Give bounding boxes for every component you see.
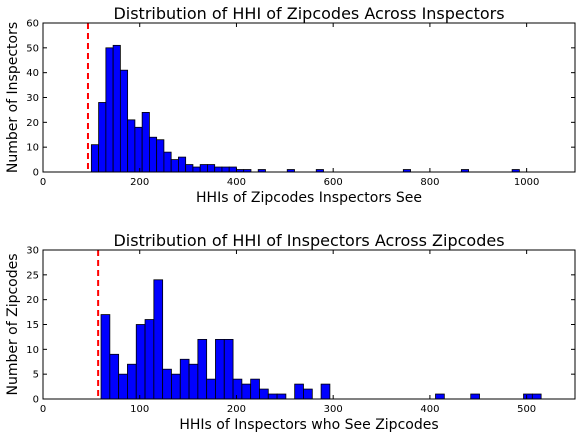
- y-tick-label: 50: [26, 43, 39, 54]
- y-tick-label: 30: [26, 93, 39, 104]
- y-tick-label: 20: [26, 118, 39, 129]
- histogram-bar: [223, 338, 234, 400]
- histogram-bar: [162, 368, 172, 400]
- y-tick-label: 15: [26, 320, 39, 331]
- y-tick-label: 0: [33, 168, 39, 179]
- x-tick-label: 600: [324, 177, 343, 188]
- histogram-bar: [320, 383, 331, 400]
- histogram-bar: [171, 373, 181, 400]
- y-tick-label: 10: [26, 345, 39, 356]
- x-tick-label: 0: [40, 177, 46, 188]
- chart-title: Distribution of HHI of Zipcodes Across I…: [113, 4, 504, 23]
- x-axis-label: HHIs of Zipcodes Inspectors See: [196, 190, 422, 206]
- histogram-bar: [141, 112, 150, 173]
- histogram-bar: [188, 363, 199, 400]
- histogram-bar: [228, 166, 237, 173]
- histogram-bar: [207, 164, 216, 173]
- histogram-bar: [179, 358, 190, 400]
- x-tick-label: 200: [227, 404, 246, 415]
- chart-panel-1: 0 200 400 600 800 1000 0 10 20 30 40 50 60 Distributi…: [5, 4, 576, 206]
- x-tick-label: 1000: [514, 177, 539, 188]
- y-axis-label: Number of Inspectors: [5, 22, 21, 173]
- x-tick-label: 200: [130, 177, 149, 188]
- histogram-bar: [109, 353, 120, 400]
- x-tick-label: 400: [420, 404, 439, 415]
- histogram-bar: [214, 166, 223, 173]
- histogram-bar: [232, 378, 243, 400]
- x-tick-label: 100: [130, 404, 149, 415]
- histogram-bar: [276, 393, 287, 400]
- y-tick-label: 20: [26, 295, 39, 306]
- x-tick-label: 300: [324, 404, 343, 415]
- histogram-bar: [523, 393, 533, 400]
- histogram-bar: [127, 119, 136, 173]
- histogram-bar: [127, 363, 137, 400]
- histogram-bar: [156, 139, 165, 173]
- histogram-bar: [144, 319, 155, 400]
- histogram-bar: [221, 166, 230, 173]
- chart-panel-2: 0 100 200 300 400 500 0 5 10 15 20 25 30 Distribution…: [5, 231, 576, 433]
- histogram-bar: [112, 44, 121, 173]
- y-tick-label: 60: [26, 19, 39, 30]
- histogram-bar: [178, 156, 187, 173]
- histogram-bar: [267, 393, 278, 400]
- histogram-bar: [148, 136, 158, 173]
- histogram-bar: [303, 388, 313, 400]
- y-tick-label: 30: [26, 246, 39, 257]
- histogram-bar: [199, 164, 208, 173]
- x-tick-label: 500: [517, 404, 536, 415]
- histogram-bar: [134, 126, 143, 173]
- histogram-bar: [215, 338, 225, 400]
- histogram-bar: [470, 393, 480, 400]
- histogram-bar: [192, 166, 201, 173]
- histogram-bar: [119, 69, 129, 173]
- y-tick-label: 0: [33, 395, 39, 406]
- histogram-bar: [135, 324, 146, 400]
- histogram-bar: [118, 373, 128, 400]
- histogram-bar: [435, 393, 445, 400]
- y-tick-label: 10: [26, 143, 39, 154]
- histogram-bar: [241, 383, 252, 400]
- x-tick-label: 0: [40, 404, 46, 415]
- histogram-bar: [153, 279, 164, 400]
- y-tick-label: 40: [26, 68, 39, 79]
- x-tick-label: 400: [227, 177, 246, 188]
- histogram-bar: [259, 388, 269, 400]
- y-tick-label: 5: [33, 370, 39, 381]
- histogram-bar: [170, 159, 179, 173]
- histogram-bar: [197, 338, 208, 400]
- histogram-bar: [294, 383, 304, 400]
- histogram-bar: [100, 314, 111, 400]
- histogram-bar: [105, 47, 114, 173]
- histogram-bar: [163, 151, 172, 173]
- y-tick-label: 25: [26, 270, 39, 281]
- x-tick-label: 800: [420, 177, 439, 188]
- histogram-bar: [250, 378, 260, 400]
- y-axis-label: Number of Zipcodes: [5, 253, 21, 395]
- histogram-bar: [531, 393, 542, 400]
- x-axis-label: HHIs of Inspectors who See Zipcodes: [179, 417, 438, 433]
- histogram-bar: [98, 102, 107, 173]
- chart-title: Distribution of HHI of Inspectors Across…: [113, 231, 504, 250]
- histogram-bar: [90, 144, 100, 173]
- histogram-bar: [185, 164, 194, 173]
- histogram-bar: [206, 378, 216, 400]
